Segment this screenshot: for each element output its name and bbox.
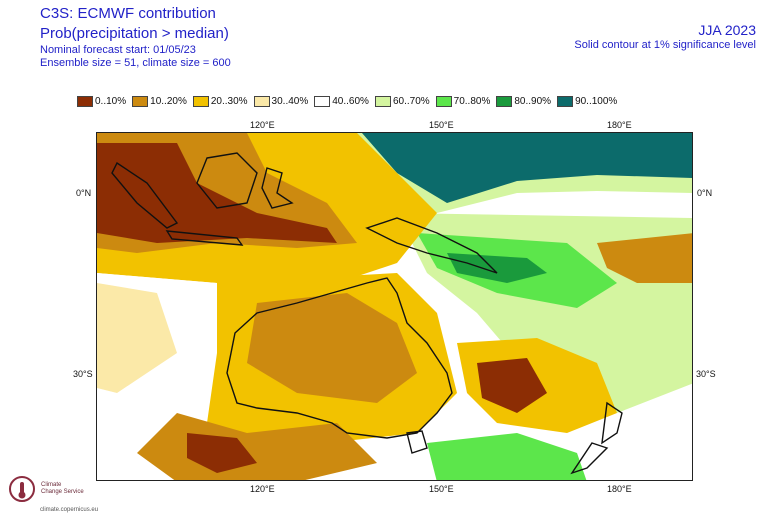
probability-map (96, 132, 693, 481)
season-block: JJA 2023 Solid contour at 1% significanc… (574, 22, 756, 52)
legend-swatch (496, 95, 513, 107)
copernicus-logo: Climate Change Service (7, 474, 84, 504)
legend-item: 30..40% (253, 95, 309, 107)
legend-label: 90..100% (575, 95, 618, 107)
title-block: C3S: ECMWF contribution Prob(precipitati… (40, 4, 231, 70)
java-coast (165, 230, 244, 246)
legend-item: 20..30% (192, 95, 248, 107)
legend-swatch (314, 95, 331, 107)
legend-label: 10..20% (150, 95, 187, 107)
title-line-1: C3S: ECMWF contribution (40, 5, 216, 22)
lat-label-left-30s: 30°S (73, 369, 93, 379)
legend-label: 20..30% (210, 95, 248, 107)
logo-name-1: Climate (41, 482, 62, 488)
climate-logo-icon (9, 476, 35, 502)
legend-item: 90..100% (557, 95, 618, 107)
legend-item: 0..10% (77, 95, 127, 107)
lon-label-top-180: 180°E (607, 120, 632, 130)
nz-north-island (601, 401, 623, 445)
logo-url: climate.copernicus.eu (40, 507, 99, 513)
legend-label: 70..80% (453, 95, 491, 107)
legend-item: 10..20% (132, 95, 187, 107)
new-guinea-coast (365, 217, 498, 274)
legend-label: 60..70% (392, 95, 430, 107)
lat-label-right-30s: 30°S (696, 369, 716, 379)
lon-label-bottom-120: 120°E (250, 484, 275, 494)
legend-label: 0..10% (95, 95, 127, 107)
forecast-start: Nominal forecast start: 01/05/23 (40, 44, 196, 56)
lon-label-top-120: 120°E (250, 120, 275, 130)
sumatra-coast (111, 161, 179, 229)
legend-swatch (77, 95, 93, 107)
legend-item: 70..80% (435, 95, 491, 107)
legend-swatch (132, 95, 149, 107)
legend-item: 80..90% (496, 95, 552, 107)
lon-label-bottom-150: 150°E (429, 484, 454, 494)
legend-swatch (557, 95, 574, 107)
significance-note: Solid contour at 1% significance level (574, 39, 756, 51)
lat-label-right-0: 0°N (697, 188, 713, 198)
title-line-2: Prob(precipitation > median) (40, 25, 229, 42)
lon-label-bottom-180: 180°E (607, 484, 632, 494)
lon-label-top-150: 150°E (429, 120, 454, 130)
legend-swatch (192, 95, 209, 107)
legend-item: 60..70% (374, 95, 430, 107)
lat-label-left-0: 0°N (76, 188, 92, 198)
borneo-coast (196, 152, 258, 209)
legend-label: 40..60% (332, 95, 369, 107)
logo-name-2: Change Service (41, 489, 84, 495)
coastlines (111, 152, 623, 475)
legend-label: 80..90% (514, 95, 552, 107)
logo-text: Climate Change Service (41, 482, 84, 496)
tasmania-coast (406, 430, 428, 454)
legend-item: 40..60% (314, 95, 369, 107)
legend-swatch (435, 95, 452, 107)
legend-swatch (253, 95, 270, 107)
legend-swatch (374, 95, 391, 107)
color-legend: 0..10% 10..20% 20..30% 30..40% 40..60% 60..70… (77, 94, 623, 108)
nz-south-island (570, 442, 609, 475)
ensemble-size: Ensemble size = 51, climate size = 600 (40, 57, 231, 69)
australia-coast (226, 277, 453, 439)
sulawesi-coast (261, 167, 294, 209)
map-canvas (97, 133, 692, 480)
season-label: JJA 2023 (698, 22, 756, 38)
legend-label: 30..40% (271, 95, 309, 107)
